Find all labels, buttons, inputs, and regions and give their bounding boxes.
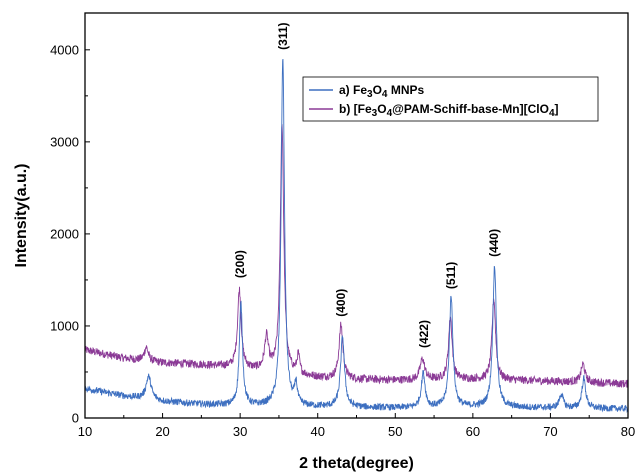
y-tick-label: 1000 <box>50 318 79 333</box>
x-axis-title: 2 theta(degree) <box>299 455 414 472</box>
peak-label: (422) <box>417 320 431 348</box>
legend-a-suffix: MNPs <box>387 83 424 97</box>
legend-b-sub3: 4 <box>549 108 555 119</box>
legend-box <box>302 76 599 122</box>
ticks-layer: 10 20 30 40 50 60 70 80 0 1000 2000 3000 4000 <box>50 42 635 439</box>
series-layer <box>84 58 629 414</box>
y-tick-label: 4000 <box>50 42 79 57</box>
legend-b-prefix: b) [Fe <box>339 102 372 116</box>
series-b-line <box>84 124 629 388</box>
peak-label: (440) <box>487 229 501 257</box>
legend-b-mid: O <box>377 102 386 116</box>
x-tick-label: 40 <box>310 424 324 439</box>
legend-a-mid: O <box>373 83 382 97</box>
legend-b-sub1: 3 <box>372 108 378 119</box>
peak-label: (200) <box>233 250 247 278</box>
x-tick-label: 30 <box>233 424 247 439</box>
peak-label: (400) <box>334 289 348 317</box>
x-tick-label: 20 <box>155 424 169 439</box>
x-tick-label: 60 <box>466 424 480 439</box>
y-tick-label: 2000 <box>50 226 79 241</box>
legend-a-sub2: 4 <box>382 89 388 100</box>
legend-a-prefix: a) Fe <box>339 83 367 97</box>
series-a-line <box>84 58 629 414</box>
peak-label: (511) <box>444 262 458 289</box>
x-tick-label: 10 <box>78 424 92 439</box>
x-tick-label: 80 <box>621 424 635 439</box>
legend-b-sub2: 4 <box>387 108 393 119</box>
legend-b-rest: @PAM-Schiff-base-Mn][ClO <box>392 102 549 116</box>
x-tick-label: 50 <box>388 424 402 439</box>
peak-label: (311) <box>276 22 290 49</box>
legend-a-sub1: 3 <box>367 89 373 100</box>
y-tick-label: 0 <box>72 411 79 426</box>
legend-b-suffix: ] <box>555 102 559 116</box>
x-tick-label: 70 <box>543 424 557 439</box>
peak-labels: (200) (311) (400) (422) (511) (440) <box>233 22 501 348</box>
legend: a) Fe3O4 MNPs b) [Fe3O4@PAM-Schiff-base-… <box>302 76 599 122</box>
y-tick-label: 3000 <box>50 134 79 149</box>
y-axis-title: Intensity(a.u.) <box>13 163 30 267</box>
legend-entry-a: a) Fe3O4 MNPs <box>339 83 424 100</box>
legend-entry-b: b) [Fe3O4@PAM-Schiff-base-Mn][ClO4] <box>339 102 559 119</box>
